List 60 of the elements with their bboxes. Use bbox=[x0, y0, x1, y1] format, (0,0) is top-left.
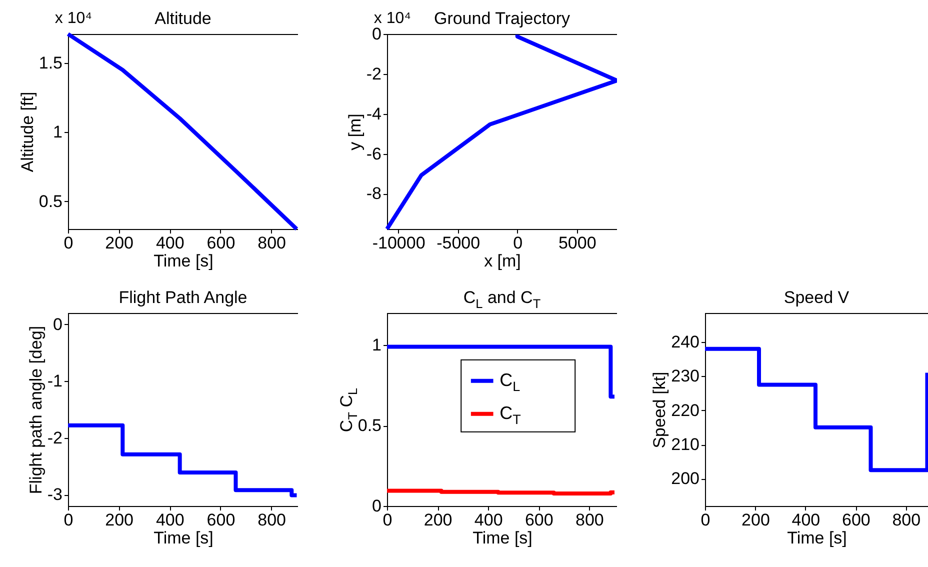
y-tick-label: 0.5 bbox=[358, 416, 382, 436]
text: x 10⁴ bbox=[374, 10, 412, 27]
y-tick-label: 220 bbox=[671, 400, 700, 420]
y-tick-label: 0 bbox=[53, 314, 62, 334]
x-tick-label: 200 bbox=[742, 510, 770, 530]
x-tick-label: -5000 bbox=[436, 234, 480, 252]
y-tick-label: -4 bbox=[366, 104, 382, 124]
y-tick-label: -1 bbox=[47, 372, 62, 391]
x-tick-label: 400 bbox=[792, 510, 820, 530]
x-tick-label: 400 bbox=[156, 234, 184, 252]
y-tick-label: 1.5 bbox=[38, 54, 62, 73]
x-tick-label: 600 bbox=[842, 510, 870, 530]
y-tick-label: 210 bbox=[671, 435, 700, 454]
y-axis-title: Speed [kt] bbox=[650, 372, 670, 448]
y-tick-label: -3 bbox=[47, 485, 62, 504]
text: x 10⁴ bbox=[54, 10, 92, 27]
y-axis-title: y [m] bbox=[345, 114, 364, 150]
y-tick-label: 240 bbox=[671, 332, 700, 352]
y-tick-label: 1 bbox=[53, 122, 62, 142]
x-tick-label: 200 bbox=[424, 510, 452, 530]
legend-label: C$_{L}$ bbox=[500, 370, 521, 394]
x-tick-label: 800 bbox=[892, 510, 921, 530]
y-tick-label: -2 bbox=[366, 64, 382, 84]
x-axis-title: Time [s] bbox=[472, 528, 532, 548]
y-tick-label: 200 bbox=[671, 469, 700, 488]
chart-title: Flight Path Angle bbox=[118, 288, 248, 307]
chart-title: Ground Trajectory bbox=[434, 9, 571, 28]
chart-title: C$_{L}$ and C$_{T}$ bbox=[463, 288, 541, 311]
x-tick-label: 600 bbox=[206, 234, 236, 252]
x-tick-label: 5000 bbox=[558, 234, 596, 252]
y-tick-label: -6 bbox=[366, 144, 382, 164]
x-tick-label: 400 bbox=[156, 510, 184, 530]
x-tick-label: 600 bbox=[524, 510, 554, 530]
y-tick-label: 0.5 bbox=[38, 192, 62, 211]
x-tick-label: 800 bbox=[258, 234, 286, 252]
y-axis-title: Altitude [ft] bbox=[18, 92, 37, 172]
x-tick-label: 400 bbox=[474, 510, 503, 530]
line-series bbox=[385, 32, 617, 231]
y-tick-label: 0 bbox=[372, 496, 382, 516]
x-tick-label: 0 bbox=[513, 234, 523, 252]
x-tick-label: -10000 bbox=[372, 234, 426, 252]
x-axis-title: x [m] bbox=[484, 252, 521, 270]
chart-title: Speed V bbox=[784, 288, 850, 307]
x-axis-title: Time [s] bbox=[787, 528, 847, 548]
y-tick-label: 230 bbox=[671, 366, 700, 386]
x-tick-label: 600 bbox=[206, 510, 236, 530]
y-tick-label: -2 bbox=[47, 428, 62, 448]
chart-title: Altitude bbox=[154, 9, 212, 28]
x-tick-label: 200 bbox=[105, 510, 134, 530]
x-tick-label: 200 bbox=[105, 234, 134, 252]
y-tick-label: 0 bbox=[372, 24, 382, 44]
x-tick-label: 800 bbox=[258, 510, 286, 530]
x-axis-title: Time [s] bbox=[154, 528, 214, 548]
x-tick-label: 800 bbox=[576, 510, 604, 530]
x-axis-title: Time [s] bbox=[154, 252, 214, 270]
y-axis-title: Flight path angle [deg] bbox=[26, 326, 46, 494]
y-tick-label: 1 bbox=[372, 336, 382, 355]
legend-label: C$_{T}$ bbox=[500, 402, 521, 427]
line-series bbox=[66, 32, 298, 231]
y-tick-label: -8 bbox=[366, 184, 382, 204]
